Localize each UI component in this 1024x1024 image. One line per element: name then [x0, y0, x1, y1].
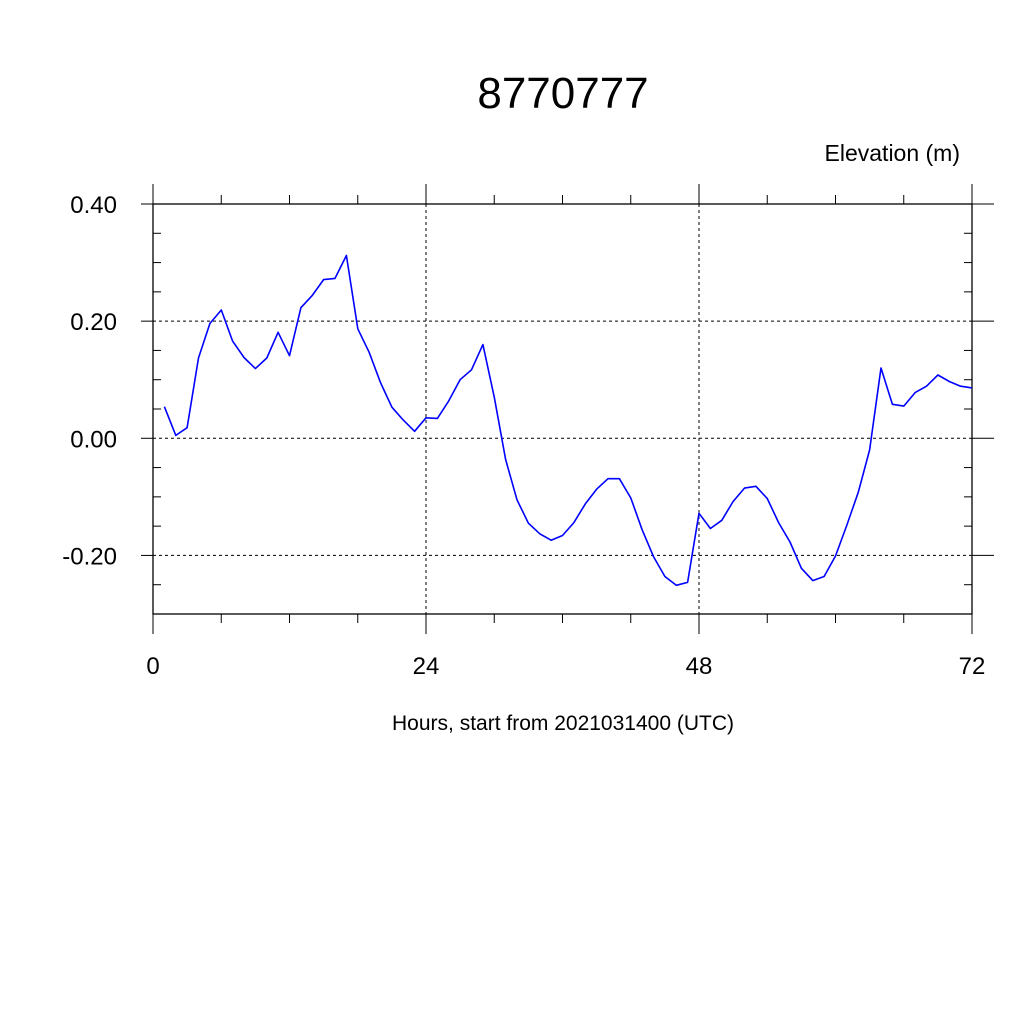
x-tick-label: 0 [146, 653, 159, 680]
axis-ticks [141, 184, 994, 634]
x-tick-label: 24 [413, 653, 440, 680]
x-tick-label: 48 [686, 653, 713, 680]
chart-title: 8770777 [477, 69, 648, 118]
x-tick-label: 72 [959, 653, 986, 680]
plot-frame [152, 203, 973, 615]
y-axis-label: Elevation (m) [825, 140, 960, 166]
y-tick-label: 0.00 [70, 426, 117, 453]
y-tick-label: 0.40 [70, 192, 117, 219]
y-tick-label: 0.20 [70, 309, 117, 336]
y-tick-label: -0.20 [62, 543, 117, 570]
data-line [163, 254, 973, 587]
tick-labels: 0.40 0.20 0.00 -0.20 0 24 48 72 [62, 192, 985, 680]
grid-lines [153, 203, 972, 614]
x-axis-label: Hours, start from 2021031400 (UTC) [392, 712, 734, 735]
